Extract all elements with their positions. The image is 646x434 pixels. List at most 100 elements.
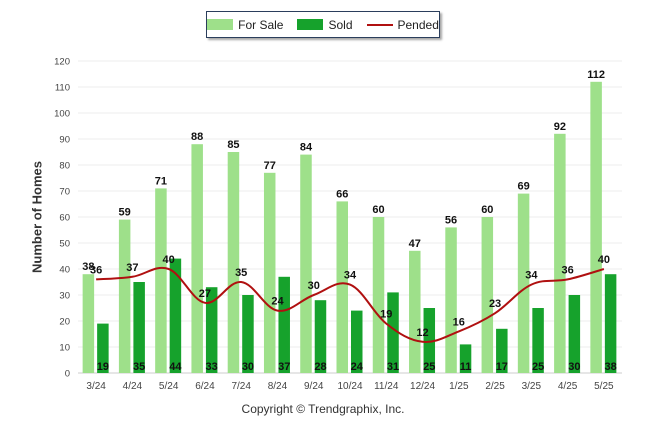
bar-sold	[351, 310, 363, 373]
data-label-sold: 11	[460, 361, 472, 373]
data-label-for-sale: 85	[227, 139, 239, 151]
data-label-for-sale: 92	[554, 121, 566, 133]
legend-item-pended: Pended	[366, 17, 439, 32]
y-tick-label: 60	[59, 213, 70, 224]
bar-sold	[387, 292, 399, 373]
x-tick-label: 5/25	[594, 381, 614, 392]
data-label-sold: 24	[351, 361, 364, 373]
data-label-pended: 34	[525, 270, 538, 282]
x-tick-label: 2/25	[485, 381, 505, 392]
data-label-for-sale: 77	[264, 160, 276, 172]
bar-sold	[568, 295, 581, 373]
x-tick-label: 3/24	[86, 381, 106, 392]
legend-item-for-sale: For Sale	[207, 18, 283, 32]
y-tick-label: 110	[55, 83, 70, 94]
data-label-sold: 17	[496, 361, 508, 373]
bar-sold	[133, 282, 145, 373]
legend-label-for-sale: For Sale	[238, 17, 284, 32]
bar-sold	[459, 344, 472, 373]
x-tick-label: 5/24	[159, 381, 179, 392]
bar-for-sale	[372, 217, 385, 373]
data-label-sold: 25	[423, 361, 435, 373]
y-tick-label: 120	[54, 57, 70, 68]
x-tick-label: 3/25	[522, 381, 542, 392]
data-label-pended: 36	[561, 264, 573, 276]
x-tick-label: 11/24	[374, 381, 399, 392]
data-label-pended: 27	[199, 288, 211, 300]
data-label-pended: 40	[598, 254, 610, 266]
data-label-pended: 40	[163, 254, 175, 266]
bar-for-sale	[227, 152, 240, 373]
data-label-sold: 35	[133, 361, 145, 373]
data-label-sold: 33	[206, 361, 218, 373]
bar-sold	[314, 300, 327, 373]
data-label-sold: 44	[169, 361, 182, 373]
x-tick-label: 8/24	[268, 381, 288, 392]
bar-for-sale	[590, 81, 602, 374]
data-label-for-sale: 59	[119, 207, 131, 219]
bar-sold	[496, 328, 508, 373]
data-label-sold: 38	[604, 361, 616, 373]
data-label-for-sale: 84	[300, 142, 313, 154]
bar-sold	[242, 295, 254, 373]
bar-sold	[604, 274, 617, 373]
data-label-for-sale: 88	[191, 131, 203, 143]
x-tick-label: 9/24	[304, 381, 324, 392]
data-label-for-sale: 56	[445, 214, 457, 226]
data-label-for-sale: 47	[409, 238, 421, 250]
chart-legend: For Sale Sold Pended	[206, 11, 440, 38]
y-tick-label: 10	[59, 343, 70, 354]
legend-label-pended: Pended	[397, 17, 439, 32]
bar-for-sale	[263, 172, 276, 373]
data-label-for-sale: 38	[82, 261, 94, 273]
y-tick-label: 40	[59, 265, 70, 276]
data-label-for-sale: 69	[517, 181, 529, 193]
bar-sold	[532, 308, 544, 373]
copyright-text: Copyright © Trendgraphix, Inc.	[241, 402, 405, 416]
bar-sold	[423, 308, 436, 373]
bar-for-sale	[409, 250, 421, 373]
bar-for-sale	[155, 188, 167, 373]
data-label-for-sale: 112	[587, 69, 605, 81]
bar-for-sale	[191, 144, 203, 373]
bar-for-sale	[82, 274, 95, 373]
y-tick-label: 90	[59, 135, 70, 146]
x-tick-label: 12/24	[410, 381, 435, 392]
legend-swatch-sold	[297, 19, 324, 30]
bar-sold	[205, 287, 218, 373]
y-tick-label: 70	[59, 187, 70, 198]
data-label-pended: 24	[271, 296, 284, 308]
y-axis-label: Number of Homes	[29, 161, 45, 273]
data-label-for-sale: 60	[481, 204, 493, 216]
data-label-sold: 30	[568, 361, 580, 373]
y-tick-label: 100	[54, 109, 70, 120]
y-tick-label: 80	[59, 161, 70, 172]
data-label-for-sale: 71	[155, 175, 167, 187]
data-label-pended: 19	[380, 309, 392, 321]
data-label-pended: 36	[90, 264, 102, 276]
x-tick-label: 1/25	[449, 381, 469, 392]
y-tick-label: 20	[59, 317, 70, 328]
data-label-pended: 37	[126, 262, 138, 274]
bar-sold	[278, 276, 290, 373]
x-tick-label: 10/24	[337, 381, 362, 392]
bar-sold	[169, 258, 182, 373]
x-tick-label: 4/24	[123, 381, 143, 392]
bar-for-sale	[118, 219, 131, 373]
legend-swatch-pended	[366, 23, 393, 26]
x-tick-label: 6/24	[195, 381, 215, 392]
data-label-pended: 16	[453, 316, 465, 328]
y-tick-label: 30	[59, 291, 70, 302]
data-label-sold: 19	[97, 361, 109, 373]
data-label-sold: 25	[532, 361, 544, 373]
data-label-sold: 28	[314, 361, 326, 373]
legend-label-sold: Sold	[328, 17, 353, 32]
data-label-sold: 30	[242, 361, 254, 373]
data-label-sold: 31	[387, 361, 399, 373]
x-tick-label: 4/25	[558, 381, 578, 392]
y-tick-label: 0	[65, 369, 70, 380]
legend-item-sold: Sold	[297, 17, 353, 32]
data-label-pended: 23	[489, 298, 501, 310]
y-tick-label: 50	[59, 239, 70, 250]
